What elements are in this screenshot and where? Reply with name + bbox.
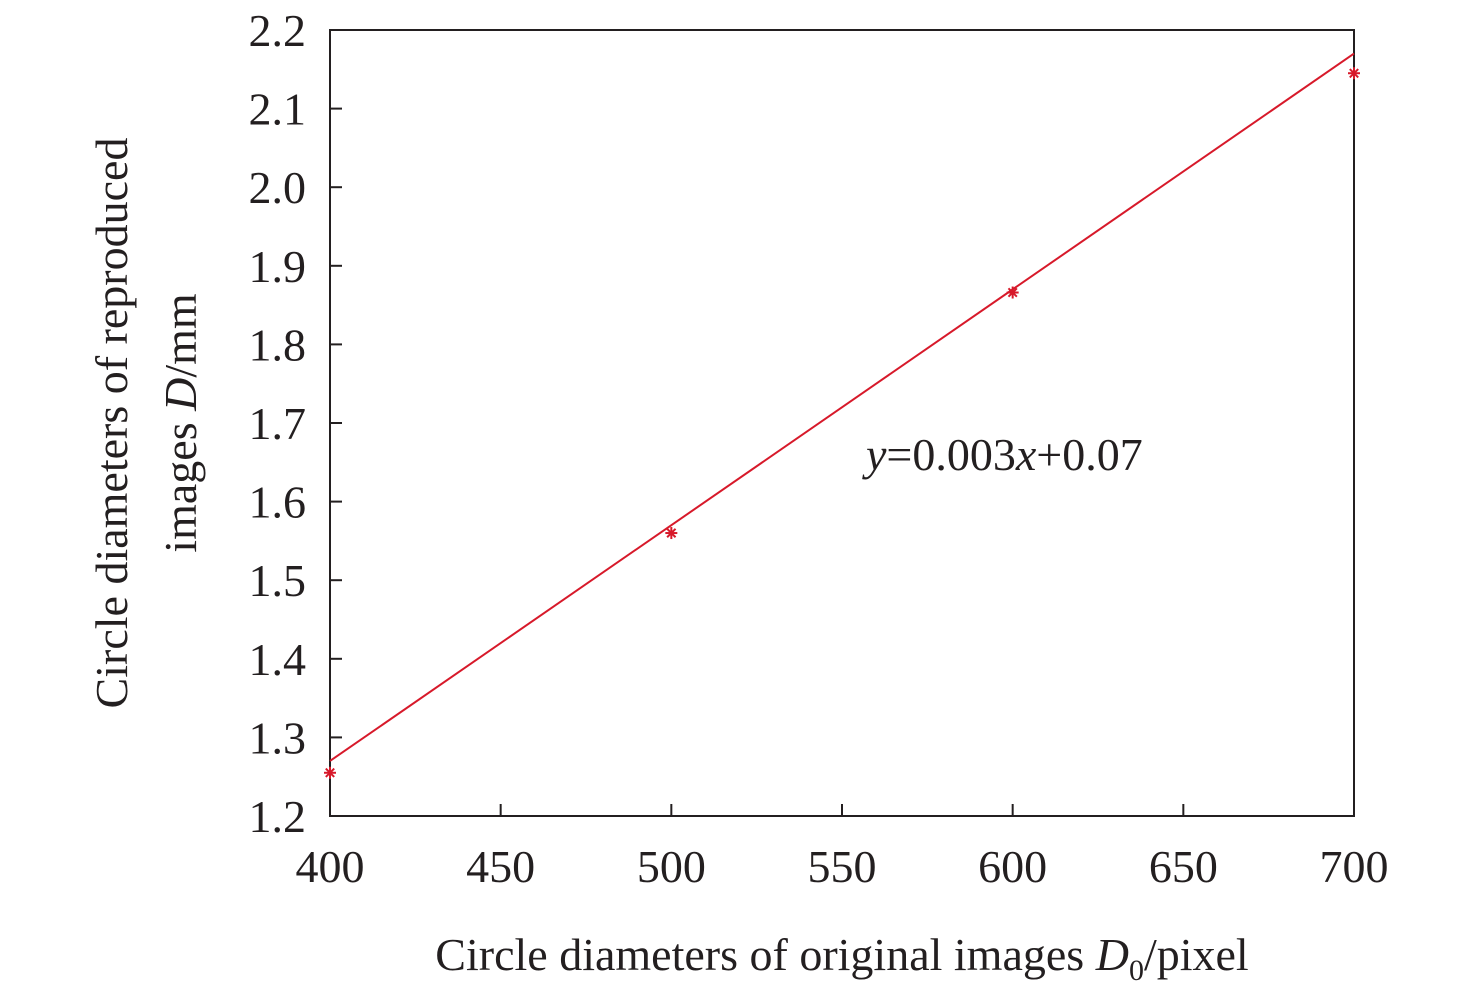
x-tick-label: 700: [1320, 841, 1389, 892]
y-tick-label: 1.5: [249, 555, 307, 606]
x-tick-label: 500: [637, 841, 706, 892]
equation-mid: =0.003: [886, 429, 1015, 480]
x-axis-title-prefix: Circle diameters of original images: [435, 929, 1095, 980]
y-tick-label: 1.9: [249, 241, 307, 292]
y-axis-title-line1: Circle diameters of reproduced: [86, 138, 137, 709]
data-point: [324, 766, 336, 779]
y-axis-ticks: 1.2 1.3 1.4 1.5 1.6 1.7 1.8 1.9 2.0 2.1 2.2: [249, 5, 342, 842]
x-axis-title: Circle diameters of original images D0/p…: [435, 929, 1248, 987]
x-tick-label: 450: [466, 841, 535, 892]
fit-equation: y=0.003x+0.07: [862, 429, 1143, 480]
y-axis-title-line2: images D/mm: [155, 293, 206, 553]
y-tick-label: 1.8: [249, 319, 307, 370]
y-tick-label: 2.1: [249, 84, 307, 135]
x-tick-label: 600: [978, 841, 1047, 892]
y-tick-label: 2.2: [249, 5, 307, 56]
data-points: [324, 67, 1360, 779]
y-tick-label: 1.6: [249, 477, 307, 528]
x-tick-label: 400: [296, 841, 365, 892]
y-axis-title-line2-suffix: /mm: [155, 293, 206, 378]
x-tick-label: 650: [1149, 841, 1218, 892]
equation-x-var: x: [1015, 429, 1037, 480]
x-axis-title-var: D: [1095, 929, 1129, 980]
equation-end: +0.07: [1036, 429, 1142, 480]
data-point: [1006, 286, 1019, 299]
fit-line-layer: [329, 52, 1355, 762]
fit-line: [329, 52, 1355, 762]
x-axis-title-suffix: /pixel: [1144, 929, 1249, 980]
x-axis-ticks: 400 450 500 550 600 650 700: [296, 804, 1389, 892]
y-tick-label: 1.4: [249, 634, 307, 685]
y-tick-label: 1.7: [249, 398, 307, 449]
data-point: [1348, 67, 1360, 80]
x-axis-title-sub: 0: [1129, 954, 1144, 987]
y-tick-label: 2.0: [249, 162, 307, 213]
y-axis-title-var: D: [155, 378, 206, 412]
equation-y-var: y: [862, 429, 887, 480]
y-axis-title-line2-prefix: images: [155, 411, 206, 553]
data-point: [665, 527, 678, 540]
y-tick-label: 1.3: [249, 712, 307, 763]
y-tick-label: 1.2: [249, 791, 307, 842]
plot-frame: [329, 29, 1355, 817]
x-tick-label: 550: [808, 841, 877, 892]
